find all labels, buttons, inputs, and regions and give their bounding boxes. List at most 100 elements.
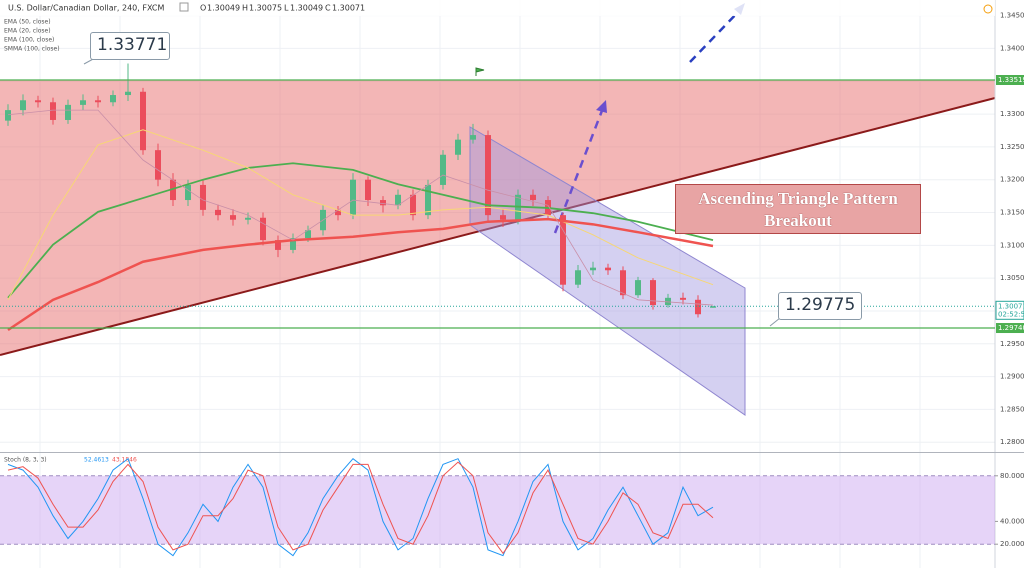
y-tick-label: 1.29500	[1000, 340, 1024, 348]
stoch-tick-label: 40.0000	[1000, 517, 1024, 525]
candle-body	[260, 217, 266, 241]
candle-body	[215, 209, 221, 216]
pattern-label: Ascending Triangle Pattern Breakout	[675, 184, 921, 234]
level-price-box	[996, 323, 1024, 334]
candle-body	[365, 179, 371, 201]
candle-body	[350, 179, 356, 216]
settings-button[interactable]	[179, 2, 189, 12]
flag-icon	[475, 67, 485, 76]
last-price-box	[995, 300, 1024, 320]
candle-body	[395, 194, 401, 206]
candle-body	[425, 184, 431, 216]
candle-body	[275, 240, 281, 250]
stoch-band	[0, 475, 995, 545]
candle-body	[560, 215, 566, 285]
candle-body	[440, 154, 446, 185]
legend-entry: EMA (20, close)	[4, 28, 51, 35]
candle-body	[245, 217, 251, 220]
legend-entry: SMMA (100, close)	[4, 46, 60, 53]
level-price-label: 1.29740	[998, 324, 1024, 332]
ohlc-c-label: C	[325, 4, 331, 13]
ohlc-o-label: O	[200, 4, 206, 13]
candle-body	[95, 100, 101, 103]
stoch-title: Stoch (8, 3, 3)	[4, 457, 47, 464]
candle-body	[680, 297, 686, 300]
y-tick-label: 1.31000	[1000, 241, 1024, 249]
ohlc-close: 1.30071	[332, 4, 365, 13]
candle-body	[590, 267, 596, 271]
candle-body	[710, 306, 716, 308]
stoch-tick-label: 20.0000	[1000, 540, 1024, 548]
candle-body	[650, 280, 656, 306]
ohlc-open: 1.30049	[207, 4, 240, 13]
ohlc-high: 1.30075	[249, 4, 282, 13]
candle-body	[230, 215, 236, 220]
candle-body	[335, 209, 341, 216]
y-tick-label: 1.33000	[1000, 110, 1024, 118]
candle-body	[635, 280, 641, 296]
y-tick-label: 1.28500	[1000, 405, 1024, 413]
moving-average	[7, 109, 714, 306]
candle-body	[410, 194, 416, 216]
candle-body	[20, 100, 26, 111]
header-buttons[interactable]	[179, 2, 189, 12]
last-price-label: 1.30071	[998, 302, 1024, 310]
moving-average	[7, 217, 714, 332]
candle-body	[140, 91, 146, 151]
candle-body	[110, 95, 116, 103]
candle-body	[455, 139, 461, 155]
candle-body	[485, 135, 491, 216]
candle-body	[500, 215, 506, 220]
support-callout: 1.29775	[778, 292, 862, 320]
high-callout: 1.33771	[90, 32, 170, 60]
candle-body	[185, 184, 191, 201]
y-tick-label: 1.29000	[1000, 373, 1024, 381]
candle-body	[65, 104, 71, 120]
candle-body	[35, 100, 41, 103]
candle-body	[620, 270, 626, 296]
candle-body	[380, 200, 386, 206]
stoch-d-value: 43.1846	[112, 457, 137, 464]
stoch-tick-label: 80.0000	[1000, 472, 1024, 480]
candle-body	[470, 135, 476, 140]
candle-body	[170, 179, 176, 201]
y-tick-label: 1.32000	[1000, 176, 1024, 184]
alert-icon[interactable]	[983, 4, 993, 14]
candle-body	[575, 270, 581, 285]
ohlc-l-label: L	[284, 4, 289, 13]
bar-countdown: 02:52:53	[998, 310, 1024, 318]
candle-body	[125, 91, 131, 96]
y-tick-label: 1.34000	[1000, 44, 1024, 52]
triangle-support	[0, 97, 996, 356]
ohlc-low: 1.30049	[290, 4, 323, 13]
level-price-box	[996, 75, 1024, 86]
candle-body	[155, 150, 161, 180]
y-tick-label: 1.30500	[1000, 274, 1024, 282]
stoch-k-value: 52.4613	[84, 457, 109, 464]
candle-body	[290, 238, 296, 250]
candle-body	[200, 184, 206, 210]
triangle-fill	[0, 80, 995, 355]
target-arrow	[689, 7, 743, 63]
candle-body	[80, 100, 86, 105]
candle-body	[695, 299, 701, 315]
y-tick-label: 1.34500	[1000, 12, 1024, 20]
candle-body	[665, 297, 671, 306]
y-tick-label: 1.31500	[1000, 209, 1024, 217]
candle-body	[5, 110, 11, 121]
stoch-line	[7, 461, 714, 555]
y-tick-label: 1.32500	[1000, 143, 1024, 151]
ohlc-h-label: H	[242, 4, 248, 13]
moving-average	[7, 129, 714, 301]
level-price-label: 1.33519	[998, 76, 1024, 84]
candle-body	[50, 102, 56, 120]
header-bg	[0, 0, 995, 16]
candle-body	[305, 230, 311, 239]
legend-entry: EMA (100, close)	[4, 37, 54, 44]
arrow-head	[596, 100, 607, 113]
moving-average	[7, 162, 714, 299]
candle-body	[530, 194, 536, 201]
y-tick-label: 1.28000	[1000, 438, 1024, 446]
